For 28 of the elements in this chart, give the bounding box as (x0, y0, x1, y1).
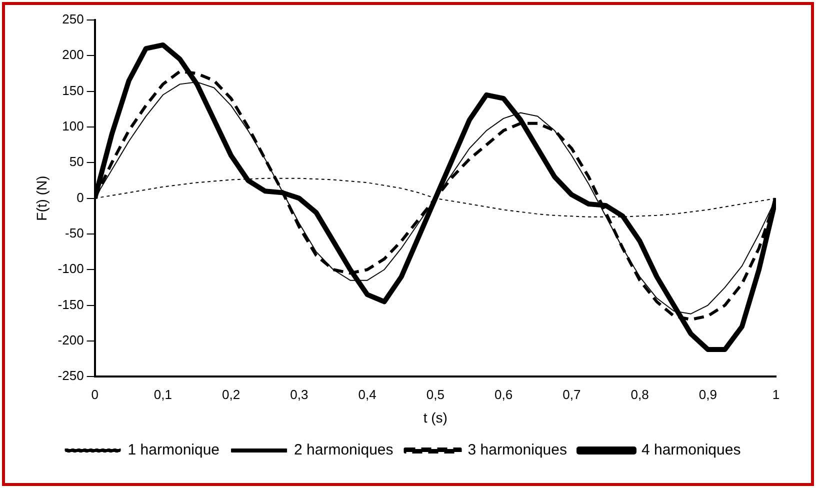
x-tick-label: 0,6 (494, 386, 513, 402)
y-tick-label: -150 (58, 296, 84, 312)
x-tick-label: 0,9 (698, 386, 717, 402)
x-tick-label: 1 (772, 386, 780, 402)
x-tick-label: 0,2 (222, 386, 240, 402)
y-tick-label: -100 (58, 261, 84, 276)
y-tick-label: -250 (58, 368, 84, 384)
x-tick-label: 0,8 (630, 386, 649, 402)
x-tick-label: 0,4 (358, 386, 376, 402)
y-axis-title: F(t) (N) (33, 176, 50, 221)
y-tick-label: -200 (58, 332, 84, 348)
legend-label: 3 harmoniques (468, 442, 567, 459)
x-tick-label: 0,5 (426, 386, 444, 402)
y-tick-label: 150 (62, 82, 84, 98)
x-tick-label: 0 (91, 386, 98, 402)
y-tick-label: 50 (69, 154, 84, 170)
y-tick-label: 200 (62, 47, 84, 62)
x-tick-label: 0,1 (154, 386, 172, 402)
y-tick-label: 0 (76, 190, 84, 205)
x-tick-label: 0,7 (562, 386, 581, 402)
y-tick-label: 250 (62, 12, 84, 27)
x-axis-title: t (s) (423, 409, 448, 426)
legend-label: 4 harmoniques (641, 442, 741, 459)
y-tick-label: -50 (65, 226, 84, 241)
y-tick-label: 100 (62, 118, 84, 134)
legend-label: 2 harmoniques (294, 442, 394, 459)
x-tick-label: 0,3 (290, 386, 308, 402)
legend-label: 1 harmonique (128, 442, 220, 459)
